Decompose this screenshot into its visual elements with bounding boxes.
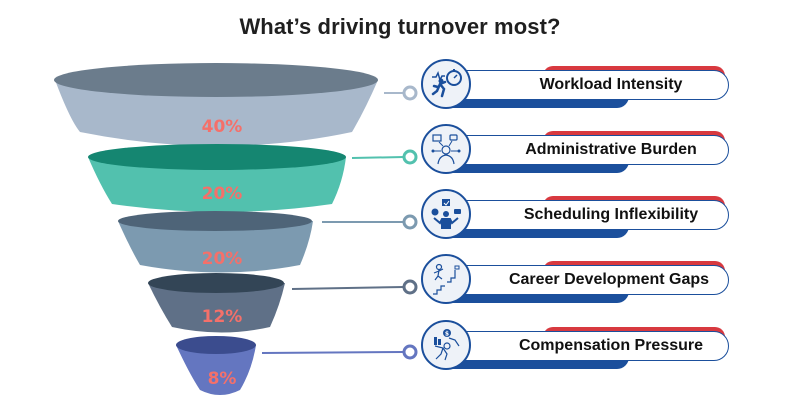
person-juggling-schedule-icon [421,189,471,239]
label-pill: Compensation Pressure [451,331,729,361]
segment-value-career: 12% [202,307,243,327]
funnel-segment-administrative: 20% [88,144,346,212]
segment-value-compensation: 8% [208,369,237,389]
connector-career [291,279,418,295]
segment-value-workload: 40% [202,117,243,137]
legend-label: Career Development Gaps [508,271,710,288]
connector-administrative [351,149,418,165]
segment-value-scheduling: 20% [202,249,243,269]
svg-text:$: $ [445,331,449,338]
person-documents-network-icon [421,124,471,174]
label-pill: Workload Intensity [451,70,729,100]
running-person-stopwatch-icon [421,59,471,109]
funnel-segment-scheduling: 20% [118,211,313,273]
label-pill: Scheduling Inflexibility [451,200,729,230]
label-pill: Career Development Gaps [451,265,729,295]
person-carrying-money-icon: $ [421,320,471,370]
connector-workload [384,85,418,101]
connector-scheduling [322,214,418,230]
legend-label: Compensation Pressure [518,337,704,354]
connector-compensation [261,344,418,360]
chart-title: What’s driving turnover most? [239,14,561,39]
funnel-segment-workload: 40% [54,63,378,146]
legend-label: Scheduling Inflexibility [523,206,699,223]
label-pill: Administrative Burden [451,135,729,165]
funnel-segment-career: 12% [148,273,285,333]
funnel-segment-compensation: 8% [176,336,256,395]
legend-label: Workload Intensity [539,76,683,93]
person-climbing-stairs-icon [421,254,471,304]
legend-label: Administrative Burden [525,141,697,158]
segment-value-administrative: 20% [202,184,243,204]
